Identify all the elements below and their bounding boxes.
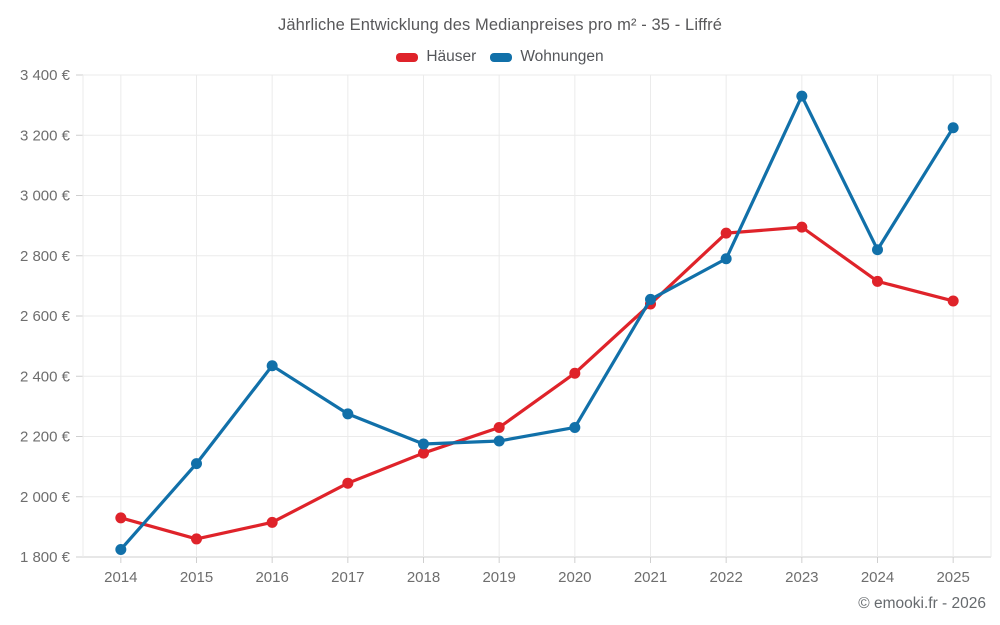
legend-swatch-hauser <box>396 52 419 62</box>
x-axis-label: 2020 <box>558 569 591 586</box>
x-axis-label: 2016 <box>255 569 288 586</box>
legend-label: Wohnungen <box>520 48 604 65</box>
data-point-wohnungen-2023[interactable] <box>796 90 808 102</box>
data-point-wohnungen-2025[interactable] <box>947 122 959 134</box>
data-point-wohnungen-2020[interactable] <box>569 421 581 433</box>
x-axis-label: 2025 <box>936 569 969 586</box>
data-point-hauser-2019[interactable] <box>493 421 505 433</box>
x-axis-label: 2022 <box>709 569 742 586</box>
data-point-wohnungen-2018[interactable] <box>418 438 429 450</box>
data-point-hauser-2015[interactable] <box>191 533 202 545</box>
x-axis-label: 2019 <box>482 569 515 586</box>
data-point-wohnungen-2022[interactable] <box>720 253 732 265</box>
y-axis-label: 2 400 € <box>20 368 71 385</box>
y-axis-label: 2 800 € <box>20 248 71 265</box>
y-axis-label: 2 000 € <box>20 489 71 506</box>
copyright-watermark: © emooki.fr - 2026 <box>858 595 986 612</box>
y-axis-label: 3 200 € <box>20 127 71 144</box>
x-axis-label: 2014 <box>104 569 137 586</box>
data-point-wohnungen-2021[interactable] <box>645 293 656 305</box>
x-axis-label: 2024 <box>861 569 894 586</box>
series-line-wohnungen <box>119 94 955 552</box>
data-point-wohnungen-2016[interactable] <box>266 360 278 372</box>
legend-label: Häuser <box>426 48 477 65</box>
y-axis-label: 3 400 € <box>20 67 71 84</box>
data-point-wohnungen-2015[interactable] <box>191 458 202 470</box>
legend-item-hauser[interactable]: Häuser <box>396 48 476 66</box>
data-point-hauser-2022[interactable] <box>720 227 732 239</box>
legend-swatch-wohnungen <box>490 52 513 62</box>
x-axis-label: 2018 <box>407 569 440 586</box>
data-point-hauser-2025[interactable] <box>947 295 959 307</box>
data-point-hauser-2016[interactable] <box>266 516 278 528</box>
x-axis-label: 2023 <box>785 569 818 586</box>
chart-legend: Häuser Wohnungen <box>0 48 1000 66</box>
data-point-hauser-2018[interactable] <box>418 447 429 459</box>
data-point-hauser-2017[interactable] <box>342 477 354 489</box>
data-point-wohnungen-2024[interactable] <box>872 244 883 256</box>
legend-item-wohnungen[interactable]: Wohnungen <box>490 48 604 66</box>
chart-title: Jährliche Entwicklung des Medianpreises … <box>277 16 723 34</box>
data-point-wohnungen-2017[interactable] <box>342 408 354 420</box>
x-axis-label: 2017 <box>331 569 364 586</box>
y-axis-label: 3 000 € <box>20 188 71 205</box>
data-point-wohnungen-2019[interactable] <box>493 435 505 447</box>
y-axis-label: 2 200 € <box>20 429 71 446</box>
y-axis-label: 2 600 € <box>20 308 71 325</box>
series-line-hauser <box>119 225 955 541</box>
data-point-hauser-2023[interactable] <box>796 221 808 233</box>
data-point-hauser-2020[interactable] <box>569 367 581 379</box>
data-point-hauser-2014[interactable] <box>115 512 127 524</box>
x-axis-label: 2021 <box>634 569 667 586</box>
y-axis-label: 1 800 € <box>20 549 71 566</box>
data-point-hauser-2024[interactable] <box>872 275 883 287</box>
x-axis-label: 2015 <box>180 569 213 586</box>
data-point-wohnungen-2014[interactable] <box>115 543 127 555</box>
